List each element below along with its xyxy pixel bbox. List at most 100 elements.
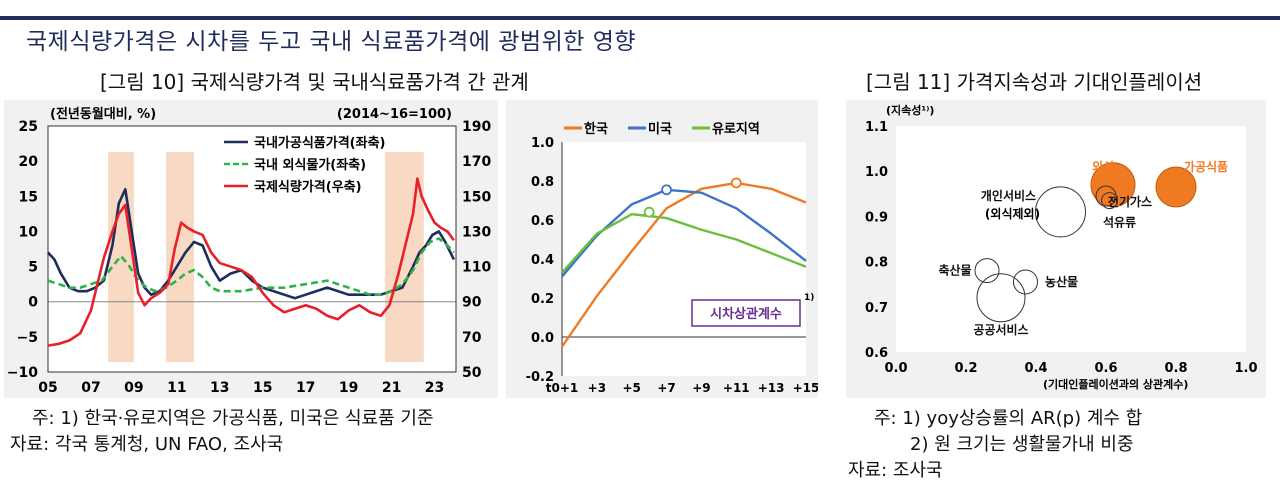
- x-tick-label: +15: [793, 381, 818, 395]
- x-tick-label: 05: [38, 380, 57, 396]
- x-tick-label: 21: [382, 380, 401, 396]
- y-left-tick-label: 25: [19, 119, 38, 135]
- y-tick-label: 1.0: [865, 165, 888, 180]
- fig10-note: 주: 1) 한국·유로지역은 가공식품, 미국은 식료품 기준: [32, 408, 434, 429]
- y-right-tick-label: 130: [462, 224, 491, 240]
- chart-panel-lag-correlation: 1.0 0.8 0.6 0.4 0.2 0.0 -0.2 t0+1 +3 +5 +7 +9 +11 +13…: [506, 100, 818, 398]
- x-tick-label: 0.6: [1094, 361, 1117, 376]
- shaded-period-1: [166, 152, 195, 362]
- y-tick-label: 0.8: [531, 175, 554, 190]
- bubble-label-7: 공공서비스: [973, 322, 1028, 337]
- bubble-4: [1035, 186, 1086, 238]
- y-right-unit-label: (2014~16=100): [337, 107, 452, 122]
- bubble-label-5: 축산물: [938, 263, 971, 278]
- x-tick-label: 13: [210, 380, 229, 396]
- legend-label-0: 한국: [584, 121, 608, 137]
- x-tick-label: 1.0: [1234, 361, 1257, 376]
- y-tick-label: 0.4: [531, 253, 554, 268]
- y-left-tick-label: 10: [19, 224, 39, 240]
- figure-10-title: [그림 10] 국제식량가격 및 국내식료품가격 간 관계: [100, 70, 529, 94]
- bubble-1: [1155, 166, 1197, 208]
- top-rule: [0, 16, 1280, 20]
- y-right-tick-label: 90: [462, 295, 482, 311]
- x-tick-label: 23: [425, 380, 444, 396]
- y-left-tick-label: 0: [28, 295, 38, 311]
- x-tick-label: 11: [167, 380, 186, 396]
- y-right-tick-label: 170: [462, 154, 491, 170]
- persistence-bubble-chart: (지속성¹⁾)1.11.00.90.80.70.60.0 0.2 0.4 0.6 0.8…: [865, 103, 1258, 391]
- y-right-tick-label: 190: [462, 119, 491, 135]
- x-tick-label: 15: [253, 380, 272, 396]
- bubble-label-2: 전기가스: [1108, 194, 1152, 209]
- y-tick-label: 1.0: [531, 136, 554, 151]
- legend-label-2: 국제식량가격(우축): [254, 179, 362, 195]
- y-tick-label: -0.2: [526, 370, 554, 385]
- annotation-box: [691, 299, 801, 327]
- x-tick-label: +5: [623, 381, 641, 395]
- y-right-tick-label: 50: [462, 365, 482, 381]
- legend-label-1: 국내 외식물가(좌축): [254, 157, 366, 173]
- plot-area: [896, 126, 1246, 352]
- legend-label-0: 국내가공식품가격(좌축): [254, 135, 385, 151]
- x-tick-label: 0.4: [1024, 361, 1047, 376]
- plot-frame: [47, 125, 457, 373]
- chart-panel-time-series: 25 20 15 10 5 0 −5 −10 190 170 150 130 110 90 70 50 05 07…: [4, 100, 498, 398]
- bubble-label-4: 개인서비스: [981, 188, 1036, 203]
- bubble-6: [1013, 269, 1038, 295]
- legend-label-1: 미국: [648, 121, 672, 137]
- y-left-tick-label: 5: [28, 260, 38, 276]
- y-axis-label: (지속성¹⁾): [886, 103, 934, 117]
- x-tick-label: +13: [758, 381, 785, 395]
- y-tick-label: 0.0: [531, 331, 554, 346]
- y-tick-label: 0.2: [531, 292, 554, 307]
- y-left-unit-label: (전년동월대비, %): [50, 106, 156, 122]
- annotation-label: 시차상관계수: [710, 306, 782, 322]
- bubble-label-0: 외식: [1092, 159, 1114, 174]
- x-tick-label: +7: [657, 381, 675, 395]
- bubble-label-3: 석유류: [1103, 216, 1136, 230]
- series-line-2: [47, 177, 455, 347]
- fig11-source: 자료: 조사국: [848, 460, 943, 481]
- y-tick-label: 0.6: [865, 346, 888, 361]
- y-tick-label: 0.8: [865, 256, 888, 271]
- y-tick-label: 0.7: [865, 301, 888, 316]
- y-tick-label: 0.9: [865, 210, 888, 225]
- y-tick-label: 1.1: [865, 120, 888, 135]
- series-line-1: [47, 237, 455, 296]
- lag-correlation-chart: 1.0 0.8 0.6 0.4 0.2 0.0 -0.2t0+1 +3 +5 +7 +9 +11 +13…: [526, 121, 818, 395]
- bubble-label-1: 가공식품: [1184, 159, 1228, 174]
- y-right-tick-label: 150: [462, 189, 491, 205]
- x-tick-label: +11: [723, 381, 750, 395]
- y-right-tick-label: 70: [462, 330, 482, 346]
- y-left-tick-label: 15: [19, 189, 38, 205]
- x-tick-label: 0.8: [1164, 361, 1187, 376]
- x-tick-label: 17: [296, 380, 315, 396]
- annotation-footnote: 1): [804, 293, 814, 303]
- bubble-label2-4: (외식제외): [985, 206, 1040, 221]
- y-left-tick-label: −5: [17, 330, 38, 346]
- x-axis-label: (기대인플레이션과의 상관계수): [1043, 377, 1188, 391]
- series-line-0: [561, 181, 807, 348]
- figure-11-title: [그림 11] 가격지속성과 기대인플레이션: [866, 70, 1203, 94]
- x-tick-label: 0.0: [884, 361, 907, 376]
- plot-area: [562, 142, 806, 376]
- fig10-source: 자료: 각국 통계청, UN FAO, 조사국: [10, 434, 284, 455]
- chart-panel-bubble: (지속성¹⁾) 1.1 1.0 0.9 0.8 0.7 0.6 0.0 0.2 0.4 0.6 0.8…: [846, 100, 1266, 398]
- fig11-note-1: 주: 1) yoy상승률의 AR(p) 계수 합: [874, 408, 1143, 429]
- peak-marker-0: [730, 177, 742, 189]
- x-tick-label: t0+1: [546, 381, 579, 395]
- page-headline: 국제식량가격은 시차를 두고 국내 식료품가격에 광범위한 영향: [26, 29, 637, 55]
- x-tick-label: 09: [124, 380, 143, 396]
- x-tick-label: +3: [588, 381, 606, 395]
- peak-marker-2: [643, 206, 655, 218]
- shaded-period-0: [108, 152, 134, 362]
- x-tick-label: 19: [339, 380, 358, 396]
- y-left-tick-label: 20: [19, 154, 39, 170]
- bubble-0: [1090, 162, 1136, 208]
- bubble-7: [976, 273, 1026, 323]
- x-tick-label: 0.2: [954, 361, 977, 376]
- y-left-tick-label: −10: [7, 365, 38, 381]
- bubble-label-6: 농산물: [1045, 274, 1078, 289]
- series-line-2: [561, 212, 807, 274]
